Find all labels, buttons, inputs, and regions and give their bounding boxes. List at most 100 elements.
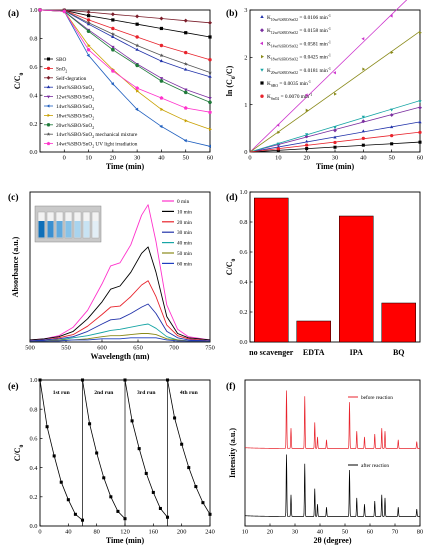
data-point [184, 50, 188, 55]
series-line [39, 9, 211, 147]
legend-label: 20 min [177, 220, 192, 226]
legend-label: 10 min [177, 209, 192, 215]
data-point [390, 125, 394, 129]
x-tick-label: 70 [392, 529, 398, 536]
category-label: BQ [393, 348, 405, 357]
category-label: EDTA [303, 348, 325, 357]
series-a-1: SnO2 [38, 8, 212, 73]
series-c-1: 10 min [29, 209, 211, 341]
spectrum-line [30, 333, 210, 342]
legend-marker [260, 94, 264, 98]
fit-line [249, 30, 421, 153]
text-span: Self-degration [56, 75, 87, 82]
data-point [333, 128, 337, 133]
series-line [39, 9, 211, 73]
data-point [173, 416, 177, 420]
data-point [159, 59, 164, 63]
y-tick-label: 0.4 [30, 92, 39, 99]
run-label: 4th run [180, 390, 199, 396]
data-point [183, 105, 188, 110]
x-tick-label: 160 [149, 529, 159, 536]
x-tick-label: 120 [120, 529, 130, 536]
legend-marker [46, 95, 51, 99]
y-tick-label: 0.8 [30, 36, 38, 43]
data-point [109, 495, 113, 499]
series-c-3: 30 min [29, 230, 211, 342]
y-tick-label: 2 [244, 55, 247, 62]
data-point [38, 378, 42, 382]
data-point [80, 378, 85, 382]
y-tick-label: 0.6 [240, 249, 248, 256]
data-point [183, 67, 188, 71]
text-span: K [267, 68, 271, 74]
series-a-3: 10wt%SBO/SnO2 [38, 8, 212, 92]
data-point [418, 130, 422, 134]
text-span: 12wt%SBO/SnO2 [271, 31, 298, 35]
run-label: 3rd run [137, 390, 156, 396]
legend-marker [260, 81, 264, 85]
x-tick-label: 30 [332, 155, 338, 162]
vial-liquid [74, 221, 81, 238]
data-point [305, 133, 309, 137]
legend-marker [46, 75, 51, 80]
legend-marker [46, 123, 51, 127]
text-span: -1 [328, 40, 331, 44]
y-tick-label: 0.8 [240, 219, 248, 226]
data-point [110, 82, 114, 86]
data-point [390, 108, 394, 112]
legend-label: 20wt%SBO/SnO2 [56, 123, 94, 130]
data-point [38, 8, 42, 12]
x-tick-label: 500 [25, 345, 35, 352]
y-tick-label: 0.0 [30, 149, 38, 156]
y-tick-label: 0.8 [30, 406, 38, 413]
series-line [39, 9, 211, 78]
data-point [305, 108, 309, 112]
y-tick-label: 1 [244, 102, 247, 109]
x-tick-label: 0 [38, 529, 41, 536]
data-point [159, 53, 164, 58]
data-point [390, 50, 394, 55]
y-axis-label: Intensity (a.u.) [228, 428, 237, 478]
data-point [111, 34, 115, 38]
xrd-trace [244, 454, 420, 517]
data-point [111, 18, 115, 22]
x-axis-label: Time (min) [106, 162, 145, 171]
legend-marker [260, 41, 263, 46]
legend-label: 14wt%SBO/SnO2 UV light irradiation [56, 142, 138, 149]
data-point [305, 147, 309, 151]
text-span: 10wt%SBO/SnO2 [271, 18, 298, 22]
vial-liquid [65, 221, 72, 238]
legend-label: 60 min [177, 261, 192, 267]
data-point [208, 58, 212, 62]
bar-2 [339, 215, 374, 343]
text-span: 18wt%SBO/SnO [56, 113, 92, 119]
legend-label: Self-degration [56, 75, 87, 82]
category-label: IPA [350, 348, 363, 357]
text-span: -1 [328, 67, 331, 71]
pattern-0: before reaction [244, 390, 420, 449]
text-span: C/C [13, 75, 22, 89]
series-b-0: K10wt%SBO/SnO2 = 0.0106 min-1 [249, 14, 422, 153]
x-tick-label: 40 [360, 155, 366, 162]
run-line [82, 379, 126, 519]
x-tick-label: 40 [317, 529, 323, 536]
text-span: 2 [92, 135, 94, 139]
y-tick-label: 1.0 [30, 7, 38, 14]
data-point [135, 86, 140, 90]
text-span: 2 [92, 98, 94, 102]
text-span: = 0.0181 min [298, 68, 328, 74]
legend-label: before reaction [361, 394, 393, 401]
y-tick-label: 0.2 [30, 121, 38, 128]
series-line [39, 9, 211, 38]
xrd-trace [244, 390, 420, 449]
spectrum-line [29, 280, 211, 342]
text-span: ln (C [225, 79, 234, 96]
text-span: C/C [13, 447, 22, 461]
spectrum-line [29, 303, 211, 342]
x-tick-label: 20 [267, 529, 273, 536]
text-span: K [267, 15, 271, 21]
data-point [333, 140, 337, 145]
data-point [86, 47, 91, 52]
data-point [209, 127, 212, 132]
